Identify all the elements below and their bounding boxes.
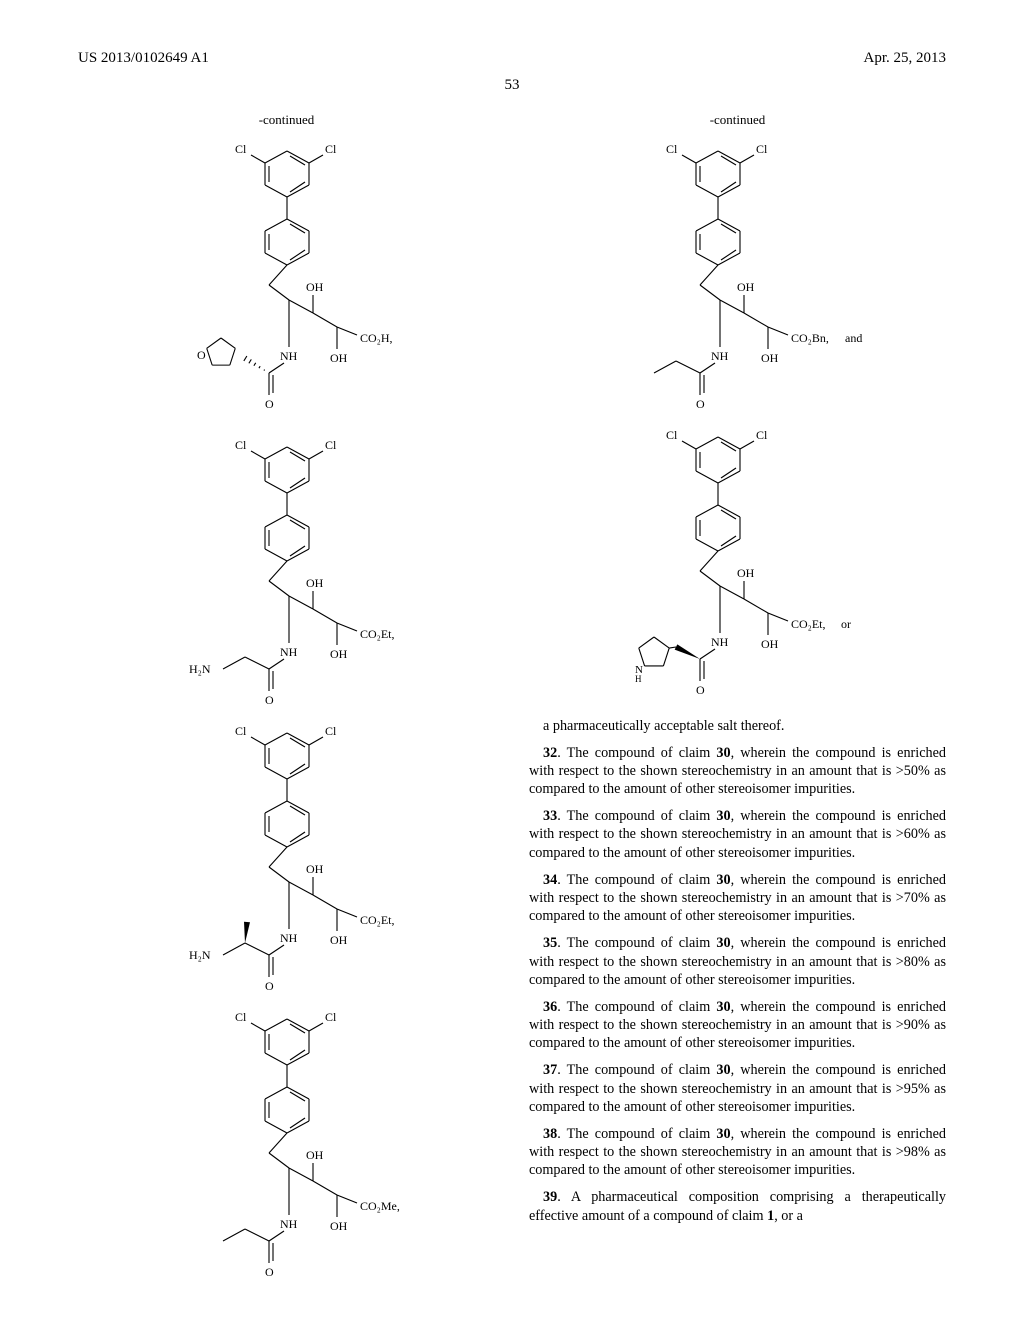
svg-text:O: O [696, 397, 705, 411]
publication-date: Apr. 25, 2013 [864, 50, 947, 67]
chem-structure: CO₂H, Cl Cl OH OH NH O O [78, 135, 495, 425]
chem-structure: CO₂Et, or ClClOHOHNHONH [529, 421, 946, 711]
structure-svg: CO₂Me, Cl Cl OH OH NH O [157, 1003, 417, 1283]
svg-text:O: O [265, 693, 274, 707]
svg-text:Cl: Cl [325, 142, 337, 156]
svg-text:OH: OH [737, 280, 755, 294]
claim-item: 36. The compound of claim 30, wherein th… [529, 998, 946, 1053]
svg-text:OH: OH [330, 647, 348, 661]
svg-text:OH: OH [330, 933, 348, 947]
chem-structure: CO₂Bn, and Cl Cl OH OH NH O [529, 135, 946, 415]
svg-text:OH: OH [761, 351, 779, 365]
claim-item: 35. The compound of claim 30, wherein th… [529, 934, 946, 989]
two-column-layout: -continued CO₂H, ClClOHOHNHOO CO₂Et, ClC… [78, 112, 946, 1289]
claim-item: 33. The compound of claim 30, wherein th… [529, 807, 946, 862]
svg-text:NH: NH [280, 1217, 298, 1231]
svg-text:NH: NH [711, 349, 729, 363]
claim-item: 38. The compound of claim 30, wherein th… [529, 1125, 946, 1180]
svg-text:OH: OH [306, 576, 324, 590]
svg-text:OH: OH [761, 637, 779, 651]
claim-item: 39. A pharmaceutical composition compris… [529, 1188, 946, 1224]
claim-item: 34. The compound of claim 30, wherein th… [529, 871, 946, 926]
svg-text:CO₂Me,: CO₂Me, [360, 1199, 400, 1213]
svg-text:Cl: Cl [235, 438, 247, 452]
svg-text:CO₂Et,: CO₂Et, [360, 627, 395, 641]
structure-svg: CO₂Et, or ClClOHOHNHONH [588, 421, 888, 711]
svg-text:O: O [265, 397, 274, 411]
svg-text:Cl: Cl [235, 724, 247, 738]
structure-svg: CO₂Et, Cl Cl OH OH NH O H₂N [157, 431, 417, 711]
structure-svg: CO₂Bn, and Cl Cl OH OH NH O [588, 135, 888, 415]
svg-text:Cl: Cl [235, 1010, 247, 1024]
svg-text:O: O [265, 979, 274, 993]
svg-text:OH: OH [330, 1219, 348, 1233]
svg-text:CO₂Et,: CO₂Et, [360, 913, 395, 927]
svg-text:Cl: Cl [666, 428, 678, 442]
svg-text:Cl: Cl [325, 1010, 337, 1024]
publication-number: US 2013/0102649 A1 [78, 50, 209, 67]
svg-text:O: O [696, 683, 705, 697]
page-number: 53 [78, 77, 946, 94]
svg-text:OH: OH [330, 351, 348, 365]
svg-text:O: O [265, 1265, 274, 1279]
svg-text:OH: OH [737, 566, 755, 580]
svg-text:H: H [635, 674, 642, 684]
svg-text:Cl: Cl [756, 142, 768, 156]
chem-structure: CO₂Et, Cl Cl OH OH NH O H₂N [78, 717, 495, 997]
svg-text:OH: OH [306, 280, 324, 294]
structure-svg: CO₂H, Cl Cl OH OH NH O O [157, 135, 417, 425]
svg-text:O: O [197, 348, 206, 362]
svg-text:CO₂Bn,: CO₂Bn, [791, 331, 829, 345]
claim-item: 37. The compound of claim 30, wherein th… [529, 1061, 946, 1116]
svg-text:or: or [841, 617, 851, 631]
svg-text:H₂N: H₂N [189, 948, 211, 962]
page-header: US 2013/0102649 A1 Apr. 25, 2013 [78, 50, 946, 67]
claim-leadout: a pharmaceutically acceptable salt there… [529, 717, 946, 735]
svg-text:CO₂Et,: CO₂Et, [791, 617, 826, 631]
chem-structure: CO₂Et, Cl Cl OH OH NH O H₂N [78, 431, 495, 711]
svg-text:NH: NH [280, 931, 298, 945]
continued-label: -continued [78, 112, 495, 129]
left-column: -continued CO₂H, ClClOHOHNHOO CO₂Et, ClC… [78, 112, 495, 1289]
svg-text:NH: NH [280, 349, 298, 363]
svg-text:OH: OH [306, 862, 324, 876]
svg-text:Cl: Cl [235, 142, 247, 156]
claims-block: a pharmaceutically acceptable salt there… [529, 717, 946, 1225]
svg-text:OH: OH [306, 1148, 324, 1162]
chem-structure: CO₂Me, Cl Cl OH OH NH O [78, 1003, 495, 1283]
svg-text:Cl: Cl [325, 438, 337, 452]
svg-text:Cl: Cl [325, 724, 337, 738]
structure-svg: CO₂Et, Cl Cl OH OH NH O H₂N [157, 717, 417, 997]
patent-page: US 2013/0102649 A1 Apr. 25, 2013 53 -con… [0, 0, 1024, 1320]
svg-text:and: and [845, 331, 862, 345]
svg-text:Cl: Cl [666, 142, 678, 156]
svg-text:NH: NH [280, 645, 298, 659]
claim-item: 32. The compound of claim 30, wherein th… [529, 744, 946, 799]
svg-text:CO₂H,: CO₂H, [360, 331, 393, 345]
svg-text:Cl: Cl [756, 428, 768, 442]
right-column: -continued CO₂Bn, and ClClOHOHNHO CO₂Et,… [529, 112, 946, 1289]
continued-label: -continued [529, 112, 946, 129]
svg-text:H₂N: H₂N [189, 662, 211, 676]
svg-text:NH: NH [711, 635, 729, 649]
